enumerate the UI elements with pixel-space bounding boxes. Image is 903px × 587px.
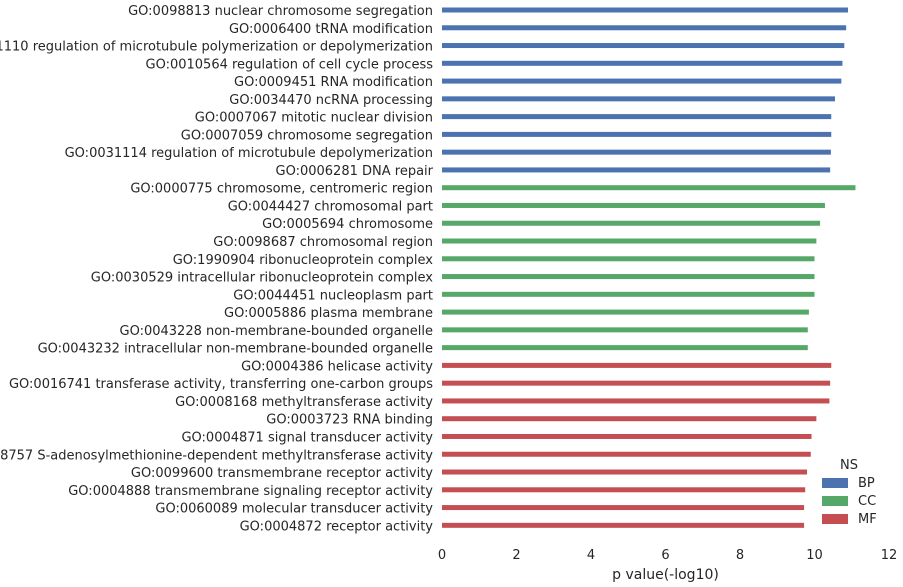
- category-label: GO:0004888 transmembrane signaling recep…: [68, 484, 433, 499]
- bar-mf: [442, 362, 832, 368]
- category-label: GO:0003723 RNA binding: [266, 413, 433, 428]
- category-label: GO:0004871 signal transducer activity: [181, 430, 433, 445]
- bar-bp: [442, 114, 832, 120]
- category-label: GO:0044427 chromosomal part: [228, 199, 433, 214]
- category-label: GO:0016741 transferase activity, transfe…: [9, 377, 433, 392]
- category-label: GO:0006400 tRNA modification: [229, 22, 433, 37]
- bar-mf: [442, 433, 812, 439]
- bar-cc: [442, 202, 825, 208]
- x-tick-label: 6: [661, 548, 669, 563]
- bar-mf: [442, 380, 831, 386]
- category-label: GO:0005694 chromosome: [262, 217, 433, 232]
- x-axis-title: p value(-log10): [612, 567, 719, 583]
- bar-bp: [442, 131, 832, 137]
- category-label: GO:0034470 ncRNA processing: [229, 93, 433, 108]
- bar-cc: [442, 327, 808, 333]
- category-label: GO:0008757 S-adenosylmethionine-dependen…: [0, 448, 433, 463]
- bar-bp: [442, 96, 835, 102]
- category-label: GO:0007059 chromosome segregation: [181, 128, 433, 143]
- category-labels: GO:0098813 nuclear chromosome segregatio…: [0, 4, 434, 534]
- bar-cc: [442, 345, 808, 351]
- x-axis-ticks: 0 2 4 6 8 10 12: [438, 548, 897, 563]
- category-label: GO:0043232 intracellular non-membrane-bo…: [38, 342, 433, 357]
- x-tick-label: 0: [438, 548, 446, 563]
- bar-mf: [442, 505, 805, 511]
- legend-swatch-cc: [822, 496, 848, 506]
- category-label: GO:0098687 chromosomal region: [213, 235, 433, 250]
- category-label: GO:0060089 molecular transducer activity: [155, 502, 433, 517]
- category-label: GO:0030529 intracellular ribonucleoprote…: [91, 271, 434, 286]
- bar-bp: [442, 7, 849, 13]
- bar-bp: [442, 167, 831, 173]
- bar-bp: [442, 149, 831, 155]
- category-label: GO:0007067 mitotic nuclear division: [195, 111, 433, 126]
- category-label: GO:1990904 ribonucleoprotein complex: [173, 253, 434, 268]
- legend-label-mf: MF: [858, 512, 877, 527]
- bar-mf: [442, 469, 808, 475]
- bar-bp: [442, 25, 847, 31]
- bars-group: [442, 7, 856, 528]
- bar-mf: [442, 522, 805, 528]
- category-label: GO:0099600 transmembrane receptor activi…: [131, 466, 433, 481]
- category-label: GO:0008168 methyltransferase activity: [175, 395, 433, 410]
- bar-bp: [442, 60, 843, 66]
- legend-title: NS: [840, 458, 858, 473]
- category-label: GO:0010564 regulation of cell cycle proc…: [146, 57, 434, 72]
- x-tick-label: 4: [587, 548, 595, 563]
- bar-mf: [442, 487, 806, 493]
- bar-cc: [442, 309, 809, 315]
- bar-cc: [442, 291, 815, 297]
- bar-cc: [442, 256, 815, 262]
- legend-swatch-bp: [822, 478, 848, 488]
- x-tick-label: 8: [736, 548, 744, 563]
- category-label: GO:0043228 non-membrane-bounded organell…: [120, 324, 434, 339]
- bar-cc: [442, 185, 856, 191]
- category-label: GO:0044451 nucleoplasm part: [233, 288, 433, 303]
- category-label: GO:0098813 nuclear chromosome segregatio…: [128, 4, 433, 19]
- bar-bp: [442, 43, 845, 49]
- category-label: GO:0006281 DNA repair: [276, 164, 434, 179]
- category-label: GO:0031110 regulation of microtubule pol…: [0, 40, 433, 55]
- legend-swatch-mf: [822, 514, 848, 524]
- category-label: GO:0004386 helicase activity: [241, 359, 433, 374]
- x-tick-label: 12: [881, 548, 898, 563]
- bar-cc: [442, 238, 817, 244]
- bar-cc: [442, 274, 815, 280]
- bar-bp: [442, 78, 842, 84]
- legend: NS BP CC MF: [822, 458, 877, 527]
- category-label: GO:0005886 plasma membrane: [224, 306, 433, 321]
- category-label: GO:0009451 RNA modification: [234, 75, 433, 90]
- bar-mf: [442, 451, 811, 457]
- legend-label-bp: BP: [858, 476, 875, 491]
- category-label: GO:0031114 regulation of microtubule dep…: [65, 146, 433, 161]
- category-label: GO:0000775 chromosome, centromeric regio…: [130, 182, 433, 197]
- legend-label-cc: CC: [858, 494, 876, 509]
- category-label: GO:0004872 receptor activity: [240, 519, 434, 534]
- bar-mf: [442, 398, 830, 404]
- x-tick-label: 10: [806, 548, 823, 563]
- x-tick-label: 2: [512, 548, 520, 563]
- bar-mf: [442, 416, 817, 422]
- bar-cc: [442, 220, 821, 226]
